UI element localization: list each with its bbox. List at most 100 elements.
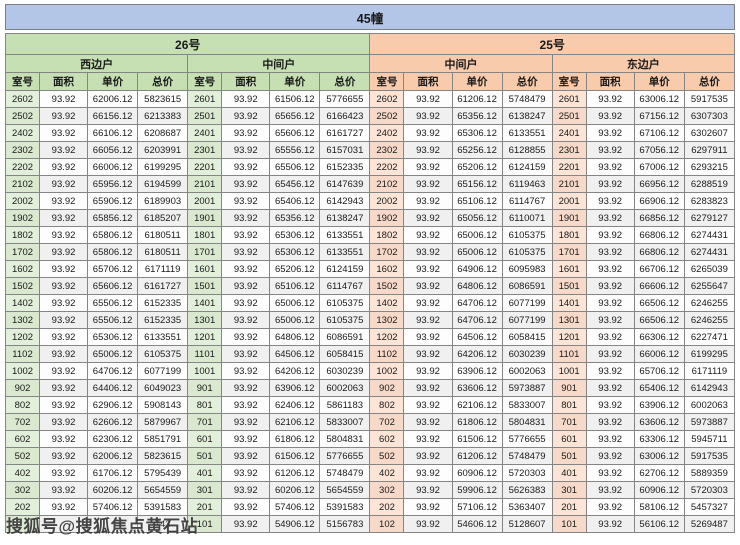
area-cell: 93.92 [585,294,635,312]
unit-price-cell: 66306.12 [633,328,685,346]
total-price-cell: 6128855 [501,141,553,159]
total-price-cell: 6208687 [137,124,189,142]
unit-price-cell: 66106.12 [87,124,139,142]
unit-price-cell: 66006.12 [87,158,139,176]
area-cell: 93.92 [585,107,635,125]
area-cell: 93.92 [403,226,453,244]
room-number-cell: 1301 [187,311,223,329]
table-row: 502 93.92 62006.12 5823615 501 93.92 61506.12 5… [4,447,736,465]
area-cell: 93.92 [403,175,453,193]
area-cell: 93.92 [221,447,271,465]
room-number-cell: 2601 [187,90,223,108]
area-cell: 93.92 [221,260,271,278]
room-number-cell: 201 [187,498,223,516]
table-row: 1902 93.92 65856.12 6185207 1901 93.92 65356.1… [4,209,736,227]
total-price-cell: 5823615 [137,447,189,465]
total-price-cell: 5908143 [137,396,189,414]
table-row: 1402 93.92 65506.12 6152335 1401 93.92 65006.1… [4,294,736,312]
room-number-cell: 2001 [551,192,587,210]
total-price-cell: 5748479 [501,90,553,108]
unit-price-cell: 65706.12 [633,362,685,380]
unit-price-cell: 61706.12 [87,464,139,482]
unit-price-cell: 67006.12 [633,158,685,176]
column-header: 室号 [369,72,405,91]
area-cell: 93.92 [403,447,453,465]
unit-price-cell: 60206.12 [269,481,321,499]
unit-price-cell: 61506.12 [269,90,321,108]
unit-price-cell: 65506.12 [87,311,139,329]
total-price-cell: 6049023 [137,379,189,397]
area-cell: 93.92 [221,328,271,346]
area-cell: 93.92 [39,158,89,176]
unit-price-cell: 62006.12 [87,447,139,465]
room-number-cell: 601 [551,430,587,448]
room-number-cell: 2101 [187,175,223,193]
unit-price-cell: 65256.12 [451,141,503,159]
table-row: 2002 93.92 65906.12 6189903 2001 93.92 65406.1… [4,192,736,210]
table-row: 2202 93.92 66006.12 6199295 2201 93.92 65506.1… [4,158,736,176]
area-cell: 93.92 [403,90,453,108]
table-row: 1502 93.92 65606.12 6161727 1501 93.92 65106.1… [4,277,736,295]
unit-price-cell: 63606.12 [451,379,503,397]
area-cell: 93.92 [221,379,271,397]
total-price-cell: 6058415 [319,345,371,363]
area-cell: 93.92 [585,413,635,431]
unit-price-cell: 65006.12 [269,294,321,312]
area-cell: 93.92 [39,243,89,261]
area-cell: 93.92 [403,396,453,414]
table-row: 743 101 93.92 54906.12 5156783 102 93.92 54606.… [4,515,736,533]
room-number-cell: 402 [369,464,405,482]
unit-price-cell [87,515,139,533]
room-number-cell: 1102 [369,345,405,363]
table-row: 2602 93.92 62006.12 5823615 2601 93.92 61506.1… [4,90,736,108]
total-price-cell: 5626383 [501,481,553,499]
area-cell: 93.92 [585,209,635,227]
room-number-cell: 1202 [4,328,41,346]
room-number-cell: 1001 [551,362,587,380]
unit-price-cell: 65206.12 [451,158,503,176]
unit-price-cell: 65306.12 [87,328,139,346]
unit-price-cell: 62006.12 [87,90,139,108]
area-cell: 93.92 [39,277,89,295]
room-number-cell: 701 [551,413,587,431]
total-price-cell: 6185207 [137,209,189,227]
area-cell: 93.92 [403,328,453,346]
area-cell: 93.92 [585,175,635,193]
unit-price-cell: 65806.12 [87,226,139,244]
area-cell: 93.92 [39,175,89,193]
area-cell: 93.92 [221,175,271,193]
total-price-cell: 5457327 [683,498,736,516]
area-cell: 93.92 [585,515,635,533]
room-number-cell: 1501 [551,277,587,295]
area-cell: 93.92 [585,226,635,244]
unit-price-cell: 59906.12 [451,481,503,499]
total-price-cell: 6133551 [501,124,553,142]
table-row: 1602 93.92 65706.12 6171119 1601 93.92 65206.1… [4,260,736,278]
total-price-cell: 6161727 [137,277,189,295]
unit-price-cell: 64706.12 [87,362,139,380]
unit-price-cell: 57406.12 [87,498,139,516]
unit-price-cell: 65306.12 [269,226,321,244]
total-price-cell: 6086591 [501,277,553,295]
unit-price-cell: 65956.12 [87,175,139,193]
unit-price-cell: 60906.12 [451,464,503,482]
total-price-cell: 6227471 [683,328,736,346]
unit-price-cell: 65106.12 [269,277,321,295]
area-cell: 93.92 [221,226,271,244]
column-header: 单价 [87,72,139,91]
unit-price-cell: 65006.12 [269,311,321,329]
room-number-cell: 2501 [187,107,223,125]
column-header: 单价 [269,72,321,91]
room-number-cell: 2102 [369,175,405,193]
area-cell: 93.92 [585,464,635,482]
room-number-cell: 1802 [369,226,405,244]
unit-price-cell: 66856.12 [633,209,685,227]
room-number-cell: 202 [369,498,405,516]
area-cell: 93.92 [585,345,635,363]
unit-price-cell: 65406.12 [269,192,321,210]
room-number-cell: 1602 [4,260,41,278]
room-number-cell: 1901 [187,209,223,227]
unit-price-cell: 60206.12 [87,481,139,499]
building-25-header: 25号 [369,33,735,55]
unit-price-cell: 63906.12 [451,362,503,380]
